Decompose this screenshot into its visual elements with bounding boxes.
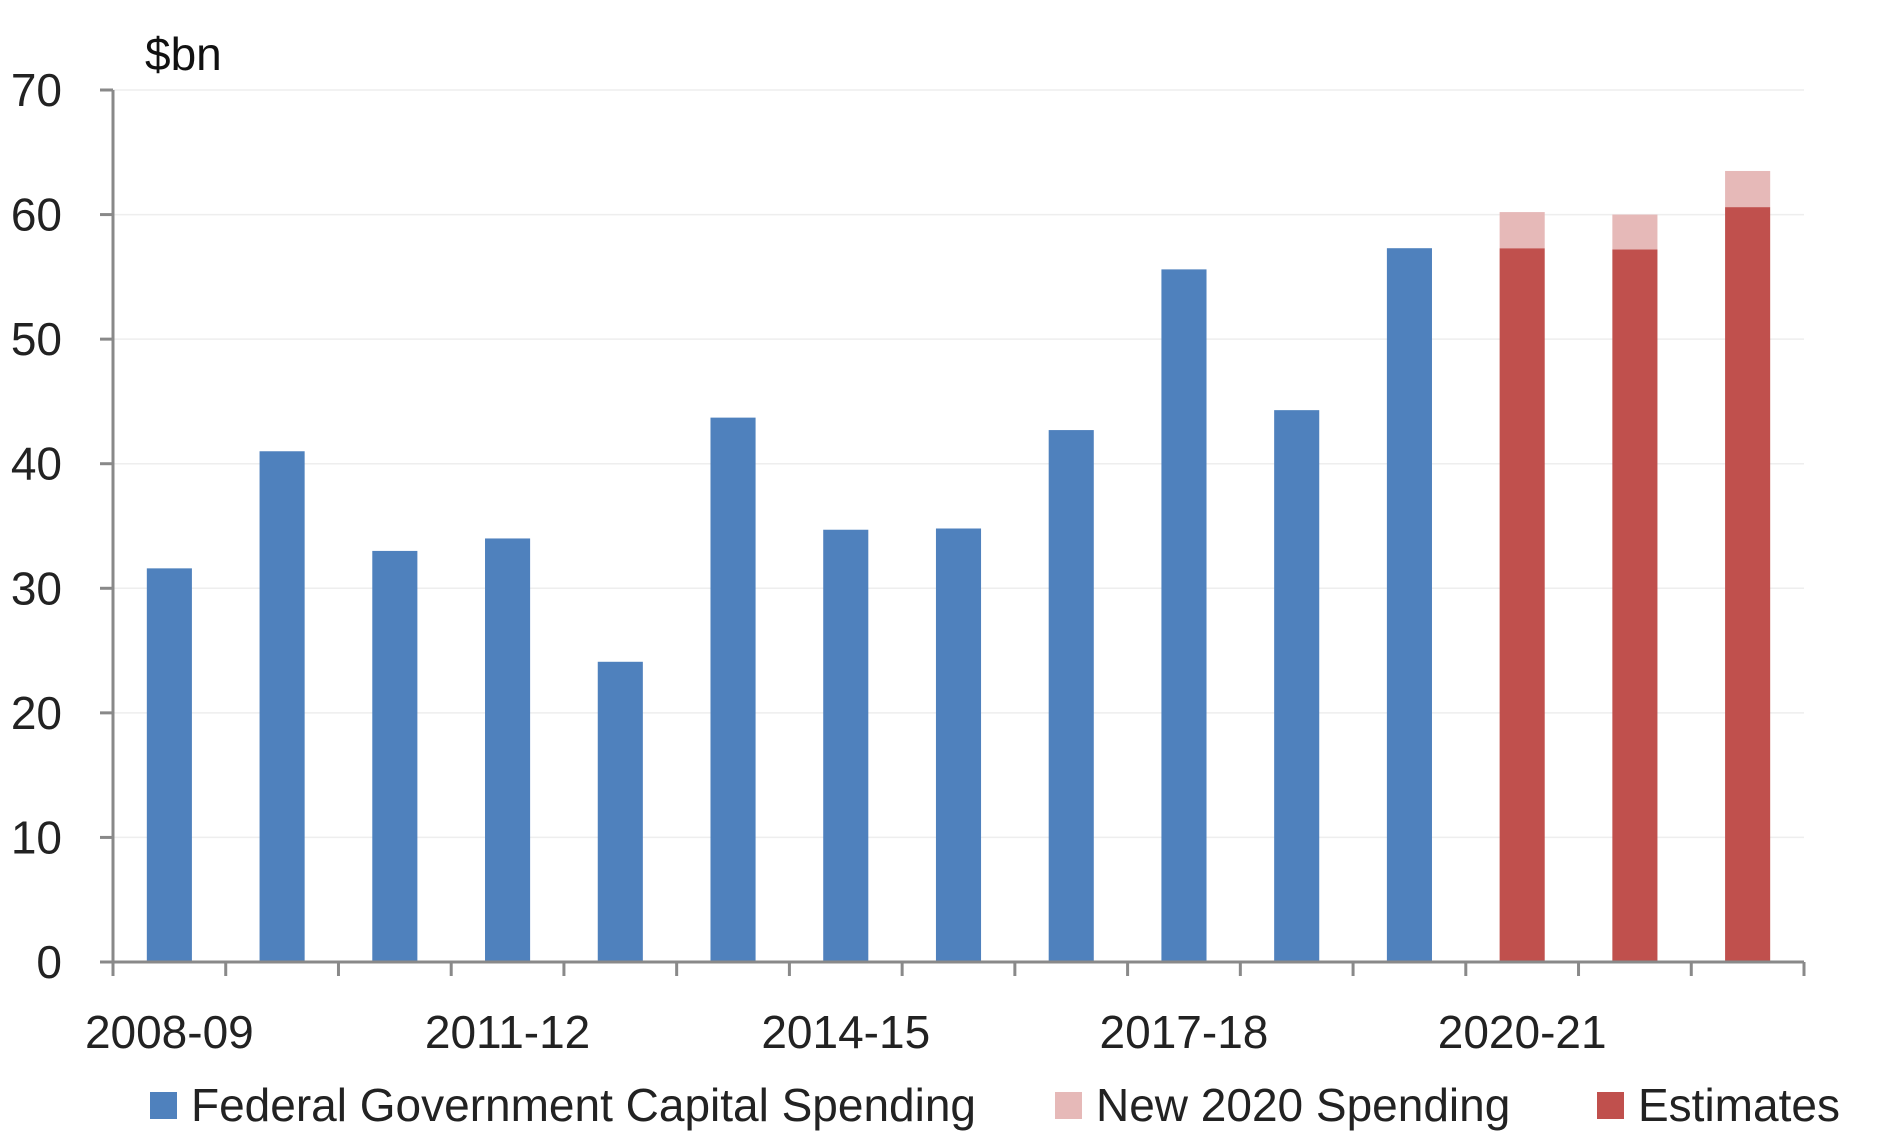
bar-new-2020-spending	[1725, 170, 1771, 208]
y-tick-label: 40	[11, 438, 62, 490]
legend-swatch-blue	[150, 1091, 177, 1119]
bar-federal-government-capital-spending	[259, 451, 305, 962]
legend: Federal Government Capital Spending New …	[0, 1078, 1893, 1131]
bar-estimates	[1612, 249, 1658, 963]
legend-item-estimates: Estimates	[1597, 1078, 1840, 1132]
axes: 0 10 20 30 40 50 60 70 2008-09 2011-12 2014-15 2017…	[11, 64, 1806, 1058]
bar-federal-government-capital-spending	[1048, 430, 1094, 963]
x-tick-label: 2014-15	[761, 1006, 930, 1058]
legend-swatch-red	[1597, 1091, 1624, 1119]
x-tick-label: 2017-18	[1100, 1006, 1269, 1058]
y-tick-label: 20	[11, 687, 62, 739]
bar-federal-government-capital-spending	[710, 417, 756, 962]
bar-new-2020-spending	[1612, 214, 1658, 250]
legend-item-new-2020-spending: New 2020 Spending	[1055, 1078, 1510, 1132]
bar-chart: 0 10 20 30 40 50 60 70 2008-09 2011-12 2014-15 2017…	[11, 28, 1806, 1058]
bar-federal-government-capital-spending	[372, 550, 418, 962]
x-tick-label: 2008-09	[85, 1006, 254, 1058]
legend-swatch-pink	[1055, 1091, 1082, 1119]
y-unit-label: $bn	[145, 28, 222, 80]
bar-new-2020-spending	[1499, 212, 1545, 249]
bar-federal-government-capital-spending	[1274, 410, 1320, 962]
y-tick-label: 0	[36, 936, 62, 988]
bar-federal-government-capital-spending	[146, 568, 192, 962]
x-tick-label: 2011-12	[425, 1006, 590, 1058]
bar-federal-government-capital-spending	[1161, 269, 1207, 963]
y-tick-label: 30	[11, 562, 62, 614]
legend-label: Estimates	[1638, 1079, 1840, 1131]
y-tick-label: 60	[11, 189, 62, 241]
bar-federal-government-capital-spending	[1386, 248, 1432, 963]
bar-estimates	[1725, 207, 1771, 962]
y-tick-label: 10	[11, 811, 62, 863]
bar-federal-government-capital-spending	[485, 538, 531, 962]
legend-item-capital-spending: Federal Government Capital Spending	[150, 1078, 976, 1132]
bar-federal-government-capital-spending	[823, 529, 869, 962]
legend-label: Federal Government Capital Spending	[191, 1079, 977, 1131]
bar-federal-government-capital-spending	[597, 661, 643, 962]
legend-label: New 2020 Spending	[1096, 1079, 1511, 1131]
y-tick-label: 70	[11, 64, 62, 116]
x-tick-label: 2020-21	[1438, 1006, 1607, 1058]
y-tick-label: 50	[11, 313, 62, 365]
bar-federal-government-capital-spending	[935, 528, 982, 962]
bars-group	[146, 170, 1771, 963]
bar-estimates	[1499, 248, 1545, 963]
